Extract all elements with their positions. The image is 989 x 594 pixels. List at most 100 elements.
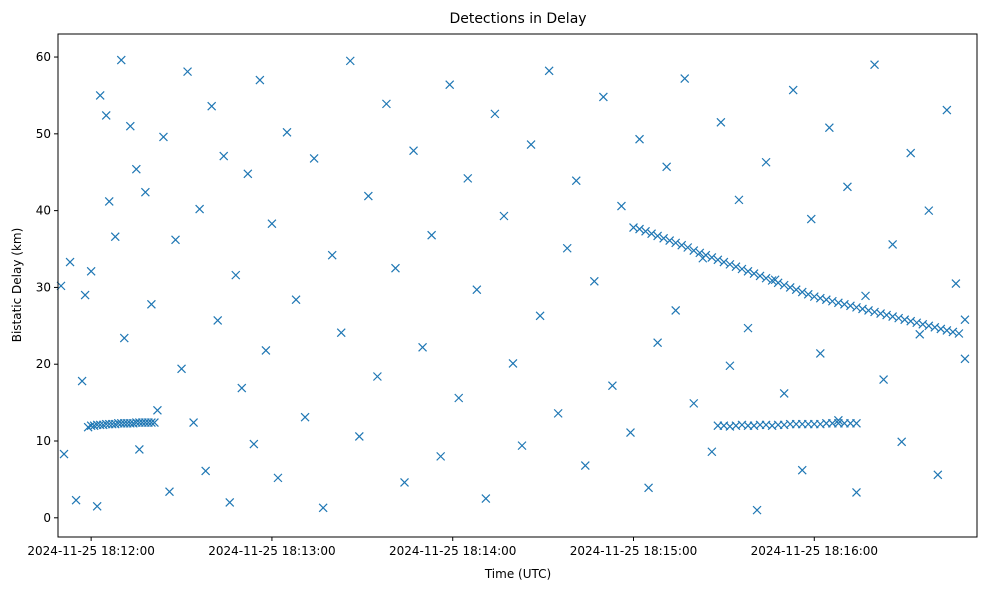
marker-stroke: [797, 465, 807, 475]
detection-point: [95, 91, 105, 100]
marker-stroke: [635, 224, 644, 234]
marker-stroke: [89, 421, 99, 431]
marker-stroke: [463, 173, 473, 183]
track-1-point: [761, 273, 771, 283]
detection-point: [249, 439, 259, 449]
detection-point: [231, 270, 241, 280]
track-1-point: [737, 264, 747, 274]
marker-stroke: [665, 236, 675, 245]
x-tick-label: 2024-11-25 18:13:00: [208, 544, 335, 558]
detection-point: [499, 211, 509, 221]
detection-point: [526, 140, 536, 150]
marker-stroke: [243, 169, 253, 179]
track-1-point: [785, 282, 795, 292]
y-tick-label: 10: [36, 434, 51, 448]
marker-stroke: [897, 437, 907, 447]
marker-stroke: [255, 75, 265, 85]
detection-point: [177, 364, 186, 374]
marker-stroke: [689, 398, 699, 408]
marker-stroke: [445, 80, 455, 90]
marker-stroke: [267, 219, 277, 229]
detection-point: [119, 333, 129, 343]
marker-stroke: [677, 240, 687, 250]
detection-point: [942, 105, 952, 115]
marker-stroke: [149, 418, 159, 428]
marker-stroke: [707, 253, 717, 262]
marker-stroke: [382, 99, 391, 109]
marker-stroke: [879, 375, 889, 384]
detection-point: [213, 316, 223, 325]
marker-stroke: [427, 230, 437, 240]
marker-stroke: [481, 494, 491, 504]
detection-point: [888, 239, 898, 249]
marker-stroke: [698, 253, 708, 263]
detection-point: [189, 418, 199, 428]
detection-point: [354, 431, 364, 441]
marker-stroke: [761, 157, 771, 167]
detection-point: [445, 80, 455, 90]
detection-point: [481, 494, 491, 504]
track-1-point: [665, 236, 675, 245]
marker-stroke: [436, 451, 446, 461]
marker-stroke: [791, 285, 801, 295]
detection-point: [743, 323, 753, 333]
detection-point: [960, 354, 970, 364]
y-tick-label: 60: [36, 50, 51, 64]
detection-point: [110, 232, 120, 242]
marker-stroke: [119, 333, 129, 343]
marker-stroke: [653, 231, 663, 241]
y-axis: 0 10 20 30 40 50 60: [36, 50, 58, 525]
marker-stroke: [219, 151, 229, 161]
marker-stroke: [671, 238, 681, 248]
detection-point: [327, 250, 337, 260]
detection-point: [635, 134, 644, 144]
track-1-point: [683, 243, 693, 252]
detection-point: [101, 110, 111, 120]
scatter-marks: [56, 55, 970, 515]
detection-point: [125, 121, 135, 131]
marker-stroke: [635, 134, 644, 144]
detection-point: [725, 361, 735, 371]
marker-stroke: [571, 176, 581, 186]
marker-stroke: [749, 421, 759, 431]
detection-point: [195, 204, 205, 214]
marker-stroke: [92, 501, 102, 511]
track-1-point: [779, 280, 789, 290]
marker-stroke: [933, 470, 943, 480]
detection-point: [409, 146, 418, 156]
detection-point: [797, 465, 807, 475]
marker-stroke: [273, 473, 283, 483]
marker-stroke: [797, 287, 807, 297]
marker-stroke: [207, 101, 217, 111]
marker-stroke: [400, 478, 409, 487]
marker-stroke: [683, 243, 693, 252]
marker-stroke: [291, 295, 301, 305]
marker-stroke: [131, 164, 141, 174]
marker-stroke: [653, 338, 663, 348]
marker-stroke: [779, 388, 789, 398]
marker-stroke: [906, 148, 916, 158]
marker-stroke: [806, 214, 816, 224]
detection-point: [490, 109, 500, 119]
marker-stroke: [183, 67, 192, 77]
detection-point: [153, 405, 162, 415]
detection-point: [159, 132, 168, 142]
track-1-point: [743, 266, 753, 276]
marker-stroke: [107, 419, 117, 429]
marker-stroke: [80, 290, 90, 300]
detection-point: [345, 56, 355, 66]
detection-point: [146, 299, 156, 309]
track-1-point: [713, 255, 723, 265]
detection-point: [644, 483, 653, 493]
marker-stroke: [737, 264, 747, 274]
marker-stroke: [833, 415, 843, 425]
marker-stroke: [755, 271, 765, 281]
marker-stroke: [641, 226, 650, 236]
marker-stroke: [954, 329, 964, 338]
marker-stroke: [231, 270, 241, 280]
detection-point: [86, 266, 96, 276]
marker-stroke: [695, 248, 705, 258]
detection-point: [653, 338, 663, 348]
marker-stroke: [86, 421, 96, 431]
detection-point: [436, 451, 446, 461]
